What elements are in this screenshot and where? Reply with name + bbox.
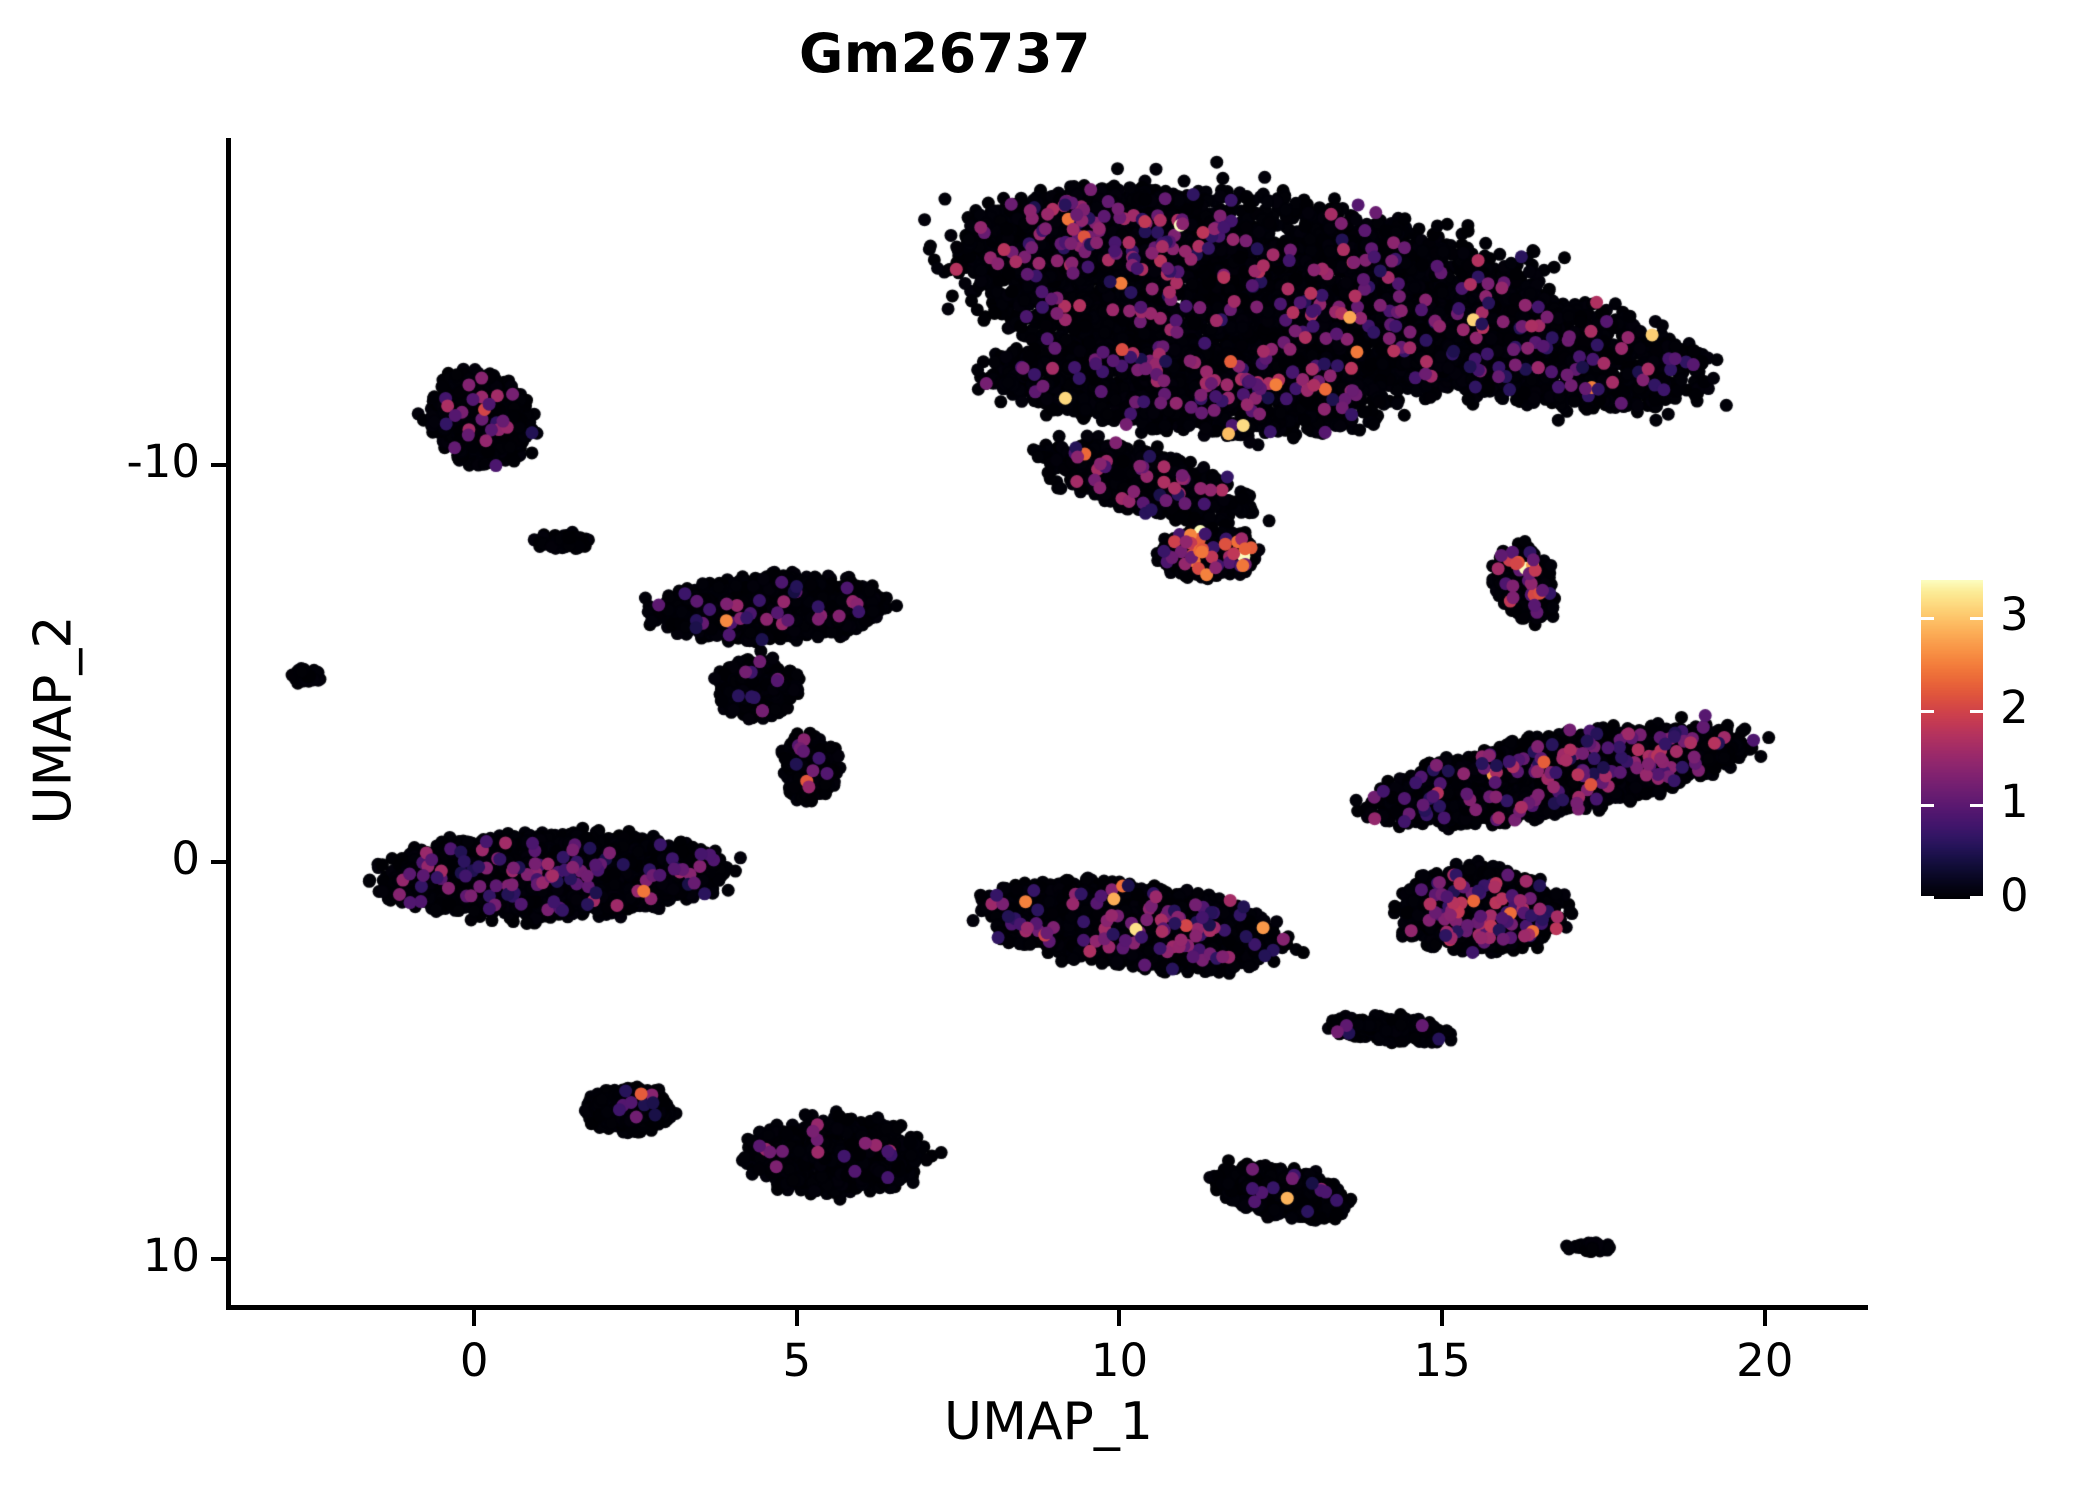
colorbar-tick-mark (1921, 804, 1983, 808)
colorbar-tick-mark (1921, 896, 1983, 899)
x-tick-label: 15 (1413, 1334, 1471, 1387)
colorbar-tick-label: 1 (2000, 775, 2029, 829)
plot-area (229, 140, 1868, 1307)
colorbar-tick-mark (1921, 710, 1983, 714)
x-tick-mark (1762, 1310, 1767, 1326)
x-tick-label: 20 (1736, 1334, 1794, 1387)
y-tick-label: 10 (142, 1229, 200, 1283)
page-title: Gm26737 (799, 22, 1091, 85)
x-tick-mark (1440, 1310, 1445, 1326)
colorbar-tick-mark (1921, 616, 1983, 620)
y-axis-spine (226, 138, 231, 1310)
colorbar-gradient (1921, 580, 1983, 899)
colorbar-tick-label: 3 (2000, 587, 2029, 641)
colorbar-tick-label: 2 (2000, 681, 2029, 735)
colorbar-tick-label: 0 (2000, 869, 2029, 922)
y-tick-label: -10 (126, 435, 201, 489)
y-tick-mark (211, 860, 227, 865)
scatter-canvas (229, 140, 1868, 1307)
y-tick-label: 0 (171, 832, 200, 886)
x-tick-mark (794, 1310, 799, 1326)
x-tick-label: 10 (1090, 1334, 1149, 1387)
x-axis-label: UMAP_1 (944, 1392, 1153, 1452)
x-tick-mark (472, 1310, 477, 1326)
y-axis-label: UMAP_2 (23, 615, 84, 825)
colorbar (1921, 580, 1983, 899)
x-tick-label: 5 (782, 1334, 812, 1387)
x-tick-mark (1117, 1310, 1122, 1326)
x-axis-spine (226, 1305, 1868, 1310)
y-tick-mark (211, 1257, 227, 1262)
y-tick-mark (211, 463, 227, 468)
x-tick-label: 0 (459, 1334, 489, 1387)
